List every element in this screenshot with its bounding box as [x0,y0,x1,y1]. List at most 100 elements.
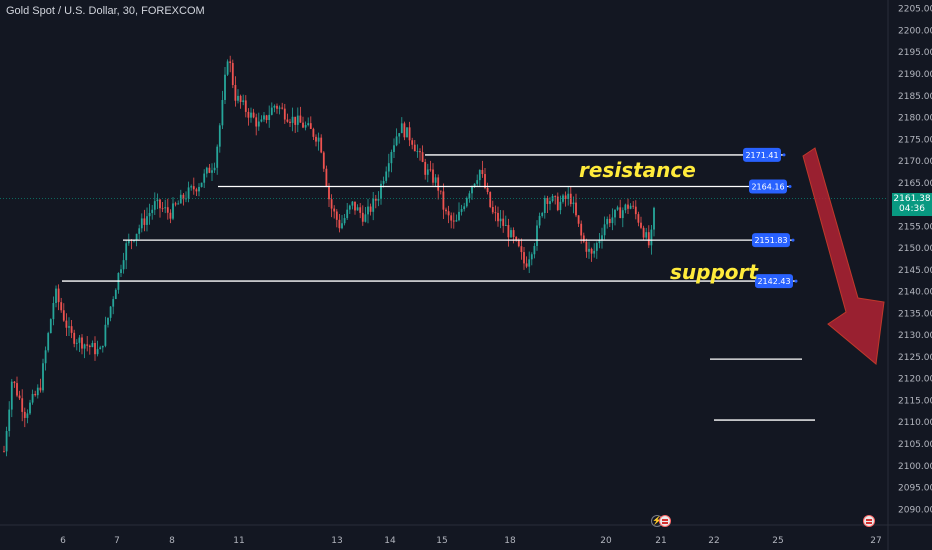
candle-body [437,177,440,191]
y-tick-label: 2145.00 [898,266,932,276]
candle-body [627,204,629,209]
candle-body [395,136,398,146]
candle-body [3,451,5,453]
candle-body [250,112,252,118]
candle-body [247,111,250,118]
y-tick-label: 2190.00 [898,70,932,80]
y-tick-label: 2095.00 [898,484,932,494]
candle-body [367,206,369,215]
candle-body [153,201,156,210]
candle-body [36,387,39,396]
candle-body [88,345,91,348]
candle-body [593,250,596,254]
candle-body [572,202,575,205]
us-flag-icon[interactable] [659,515,671,527]
x-tick-label: 14 [384,536,396,546]
candle-body [536,225,538,246]
candle-body [359,207,362,213]
y-tick-label: 2170.00 [898,157,932,167]
candle-body [260,119,263,122]
y-tick-label: 2105.00 [898,440,932,450]
candle-body [278,107,281,109]
x-tick-label: 25 [772,536,783,546]
candle-body [491,206,494,213]
candle-body [515,237,518,240]
candle-body [608,218,611,224]
candle-body [166,207,169,213]
candle-body [60,302,63,311]
candle-body [148,212,151,217]
candle-body [429,169,432,171]
candle-body [645,232,648,238]
candle-body [510,230,512,238]
candle-body [44,350,47,364]
candle-body [190,186,193,188]
level-label-box [749,179,787,194]
us-flag-icon[interactable] [863,515,875,527]
candle-body [653,207,655,230]
candle-body [413,144,416,152]
candle-body [588,248,590,252]
candle-body [637,214,640,223]
candle-body [146,216,148,225]
level-label: 2171.41 [745,151,778,160]
candle-body [575,202,577,216]
candle-body [556,196,559,211]
candle-body [463,206,466,210]
candle-body [265,115,268,121]
candle-body [13,381,16,384]
x-tick-label: 18 [504,536,516,546]
candle-body [507,225,510,238]
candle-body [530,254,533,260]
candle-body [603,224,606,236]
candle-body [224,74,226,100]
x-tick-label: 20 [600,536,612,546]
candle-body [512,230,515,238]
candle-body [255,117,258,127]
candle-body [385,171,388,181]
candle-body [580,223,583,236]
candle-body [101,345,104,348]
candle-body [104,324,107,346]
candle-body [634,206,637,215]
candle-body [601,235,603,240]
candle-body [5,431,8,452]
candle-body [481,169,484,175]
candle-body [419,151,421,153]
candle-body [312,128,315,137]
candle-body [31,393,34,403]
candle-body [52,303,55,320]
candle-body [632,205,635,207]
candle-body [289,121,291,123]
y-tick-label: 2180.00 [898,114,932,124]
candle-body [387,163,390,172]
candle-body [445,209,447,212]
candle-body [23,411,26,418]
y-tick-label: 2155.00 [898,222,932,232]
candle-body [296,115,299,125]
candle-body [549,201,551,204]
candle-body [595,243,598,251]
y-tick-label: 2110.00 [898,418,932,428]
y-tick-label: 2140.00 [898,288,932,298]
candle-body [502,218,505,226]
candle-body [133,240,135,242]
candle-body [403,123,406,138]
candle-body [335,211,338,220]
x-tick-label: 11 [233,536,244,546]
candle-body [26,413,29,418]
level-label-box [755,274,793,289]
x-tick-label: 7 [114,536,120,546]
candle-body [484,174,486,188]
candle-body [143,218,146,225]
x-tick-label: 6 [60,536,66,546]
candle-body [517,239,520,247]
candle-body [114,289,117,300]
candle-body [125,243,128,261]
y-tick-label: 2200.00 [898,26,932,36]
candle-body [611,217,614,224]
candle-body [122,260,125,270]
candle-body [16,383,18,396]
